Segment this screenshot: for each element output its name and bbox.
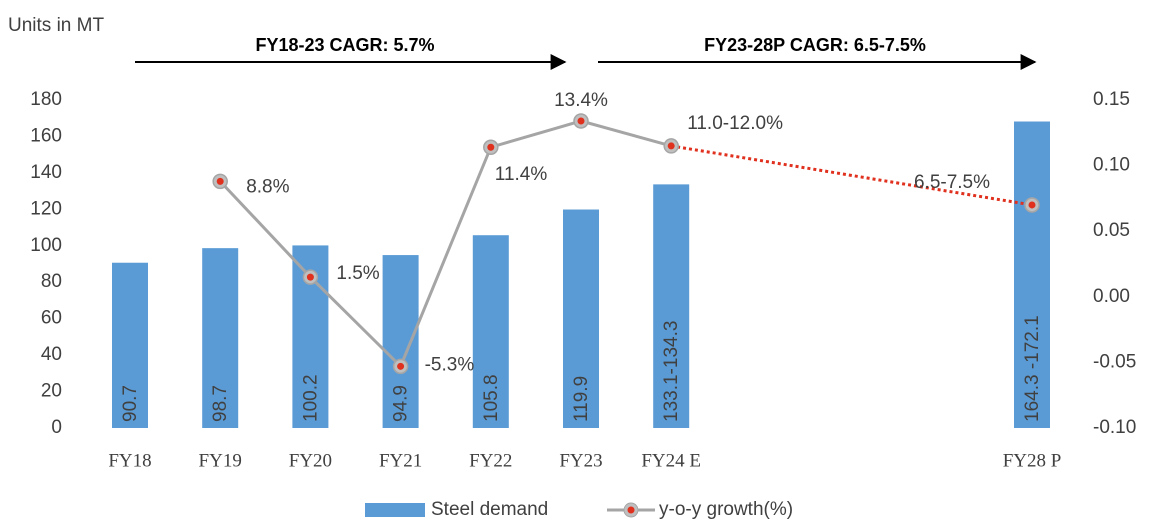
y-tick-label: 20 xyxy=(41,381,62,402)
y-tick-label: 100 xyxy=(30,235,62,256)
y-tick-label: 140 xyxy=(30,162,62,183)
y2-tick-label: 0.00 xyxy=(1093,286,1130,307)
bar-label: 90.7 xyxy=(120,385,141,422)
bar xyxy=(472,235,509,428)
x-tick-label: FY23 xyxy=(559,450,602,471)
x-tick-label: FY22 xyxy=(469,450,512,471)
legend-swatch xyxy=(627,506,635,514)
y-tick-label: 180 xyxy=(30,89,62,110)
bar xyxy=(382,255,419,428)
y2-tick-label: -0.05 xyxy=(1093,351,1136,372)
y-tick-label: 120 xyxy=(30,198,62,219)
y2-tick-label: -0.10 xyxy=(1093,417,1136,438)
growth-label: 11.4% xyxy=(495,164,548,185)
y-tick-label: 160 xyxy=(30,125,62,146)
bar-label: 98.7 xyxy=(210,385,231,422)
x-tick-label: FY28 P xyxy=(1003,450,1062,471)
growth-marker-dot xyxy=(577,117,585,125)
bar-label: 94.9 xyxy=(391,385,412,422)
growth-label: 13.4% xyxy=(554,90,608,111)
units-label: Units in MT xyxy=(8,15,104,36)
legend-label: Steel demand xyxy=(431,499,548,520)
x-tick-label: FY20 xyxy=(289,450,332,471)
bar xyxy=(112,262,148,428)
bar-label: 119.9 xyxy=(571,376,592,422)
growth-label: 1.5% xyxy=(336,263,379,284)
bar-label: 100.2 xyxy=(300,374,321,422)
bar xyxy=(563,209,599,428)
cagr-label: FY18-23 CAGR: 5.7% xyxy=(255,35,434,55)
bar xyxy=(1014,121,1050,428)
y2-tick-label: 0.15 xyxy=(1093,89,1130,110)
growth-marker-dot xyxy=(1028,201,1036,209)
x-tick-label: FY24 E xyxy=(641,450,701,471)
legend-label: y-o-y growth(%) xyxy=(659,499,793,520)
x-tick-label: FY21 xyxy=(379,450,422,471)
bar-label: 164.3 -172.1 xyxy=(1022,315,1043,422)
growth-marker-dot xyxy=(216,177,224,185)
x-tick-label: FY18 xyxy=(108,450,151,471)
growth-label: 6.5-7.5% xyxy=(914,172,990,193)
cagr-label: FY23-28P CAGR: 6.5-7.5% xyxy=(704,35,926,55)
growth-label: 8.8% xyxy=(246,176,289,197)
growth-line xyxy=(219,119,672,369)
growth-marker-dot xyxy=(667,142,675,150)
bar-label: 133.1-134.3 xyxy=(661,321,682,422)
growth-marker-dot xyxy=(306,273,314,281)
growth-label: -5.3% xyxy=(425,354,475,375)
y-tick-label: 80 xyxy=(41,271,62,292)
y2-tick-label: 0.05 xyxy=(1093,220,1130,241)
y-tick-label: 40 xyxy=(41,344,62,365)
x-tick-label: FY19 xyxy=(199,450,242,471)
bar-label: 105.8 xyxy=(481,374,502,422)
y-tick-label: 0 xyxy=(51,417,62,438)
bar xyxy=(653,184,690,428)
bar xyxy=(202,248,239,428)
y2-tick-label: 0.10 xyxy=(1093,155,1130,176)
growth-marker-dot xyxy=(487,143,495,151)
legend-swatch xyxy=(365,503,425,517)
y-tick-label: 60 xyxy=(41,308,62,329)
growth-marker-dot xyxy=(397,362,405,370)
projection-line xyxy=(670,144,1033,207)
growth-label: 11.0-12.0% xyxy=(687,113,783,134)
